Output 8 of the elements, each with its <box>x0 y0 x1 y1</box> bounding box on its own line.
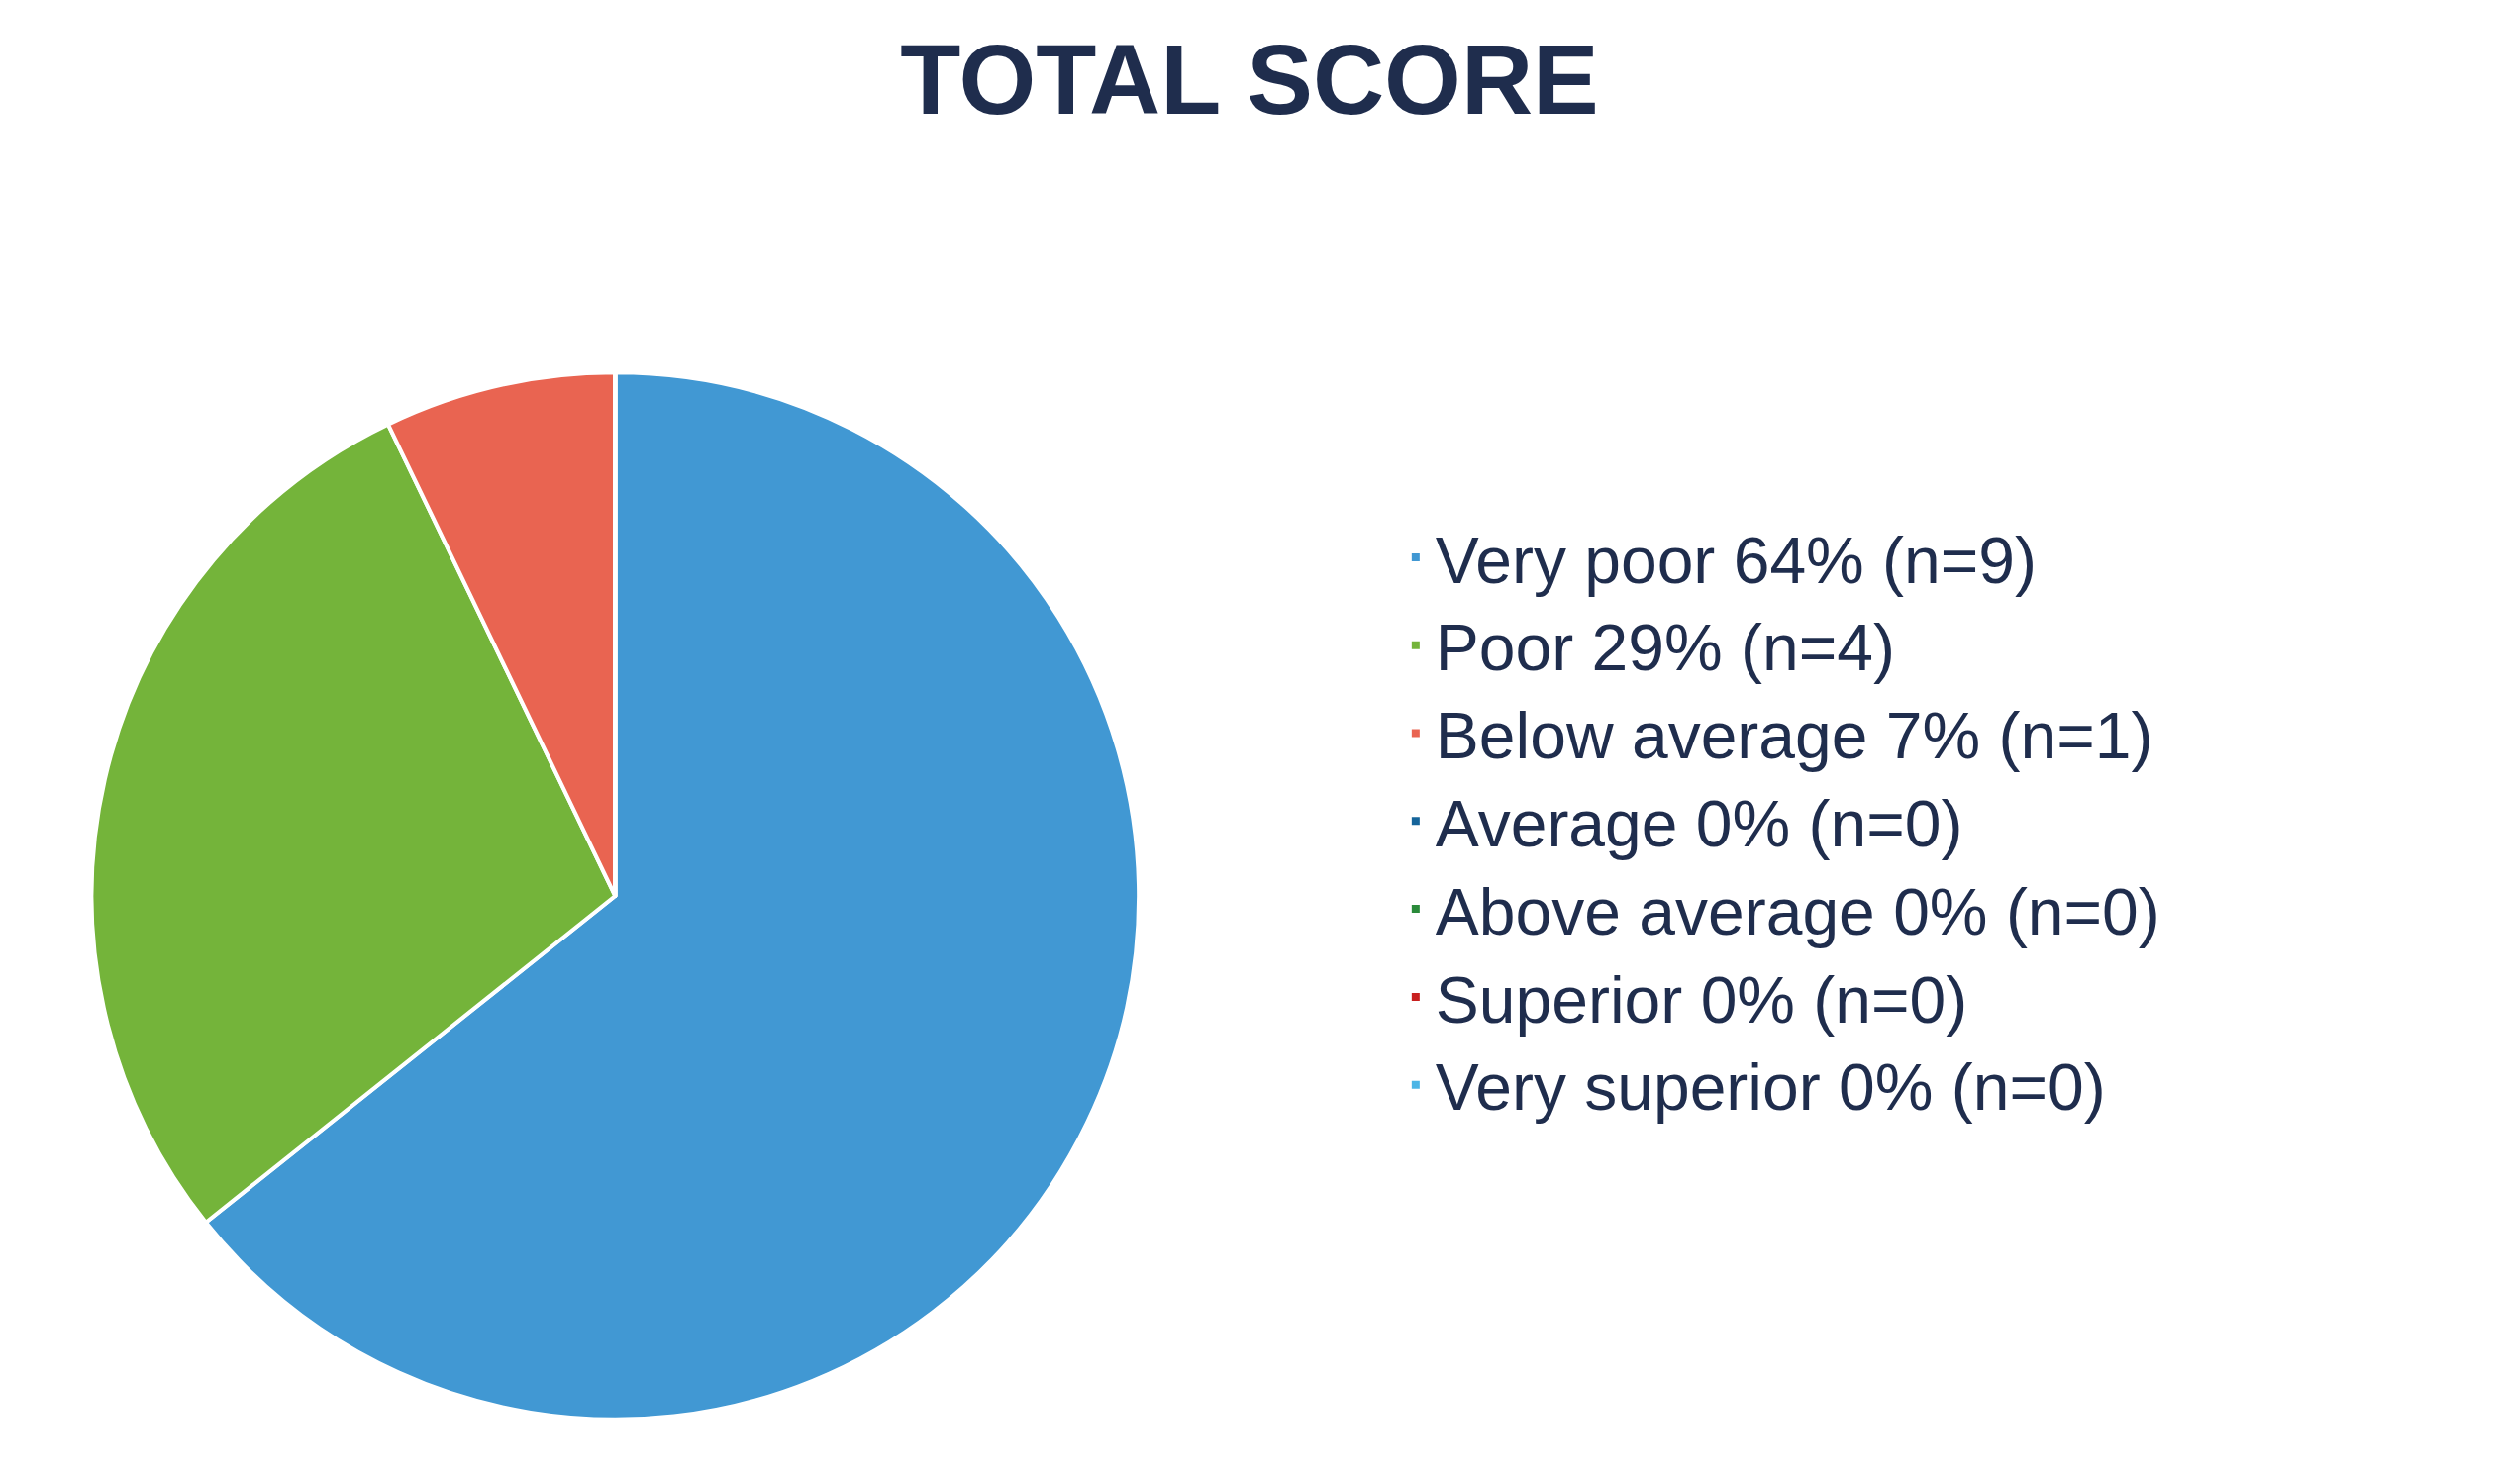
legend-label: Very superior 0% (n=0) <box>1435 1050 2106 1125</box>
legend-label: Below average 7% (n=1) <box>1435 699 2153 773</box>
legend-label: Superior 0% (n=0) <box>1435 962 1968 1037</box>
legend-label: Average 0% (n=0) <box>1435 787 1963 861</box>
legend-label: Above average 0% (n=0) <box>1435 874 2160 948</box>
legend-label: Poor 29% (n=4) <box>1435 611 1895 685</box>
legend-label: Very poor 64% (n=9) <box>1435 523 2038 597</box>
chart-title: TOTAL SCORE <box>900 23 1599 135</box>
